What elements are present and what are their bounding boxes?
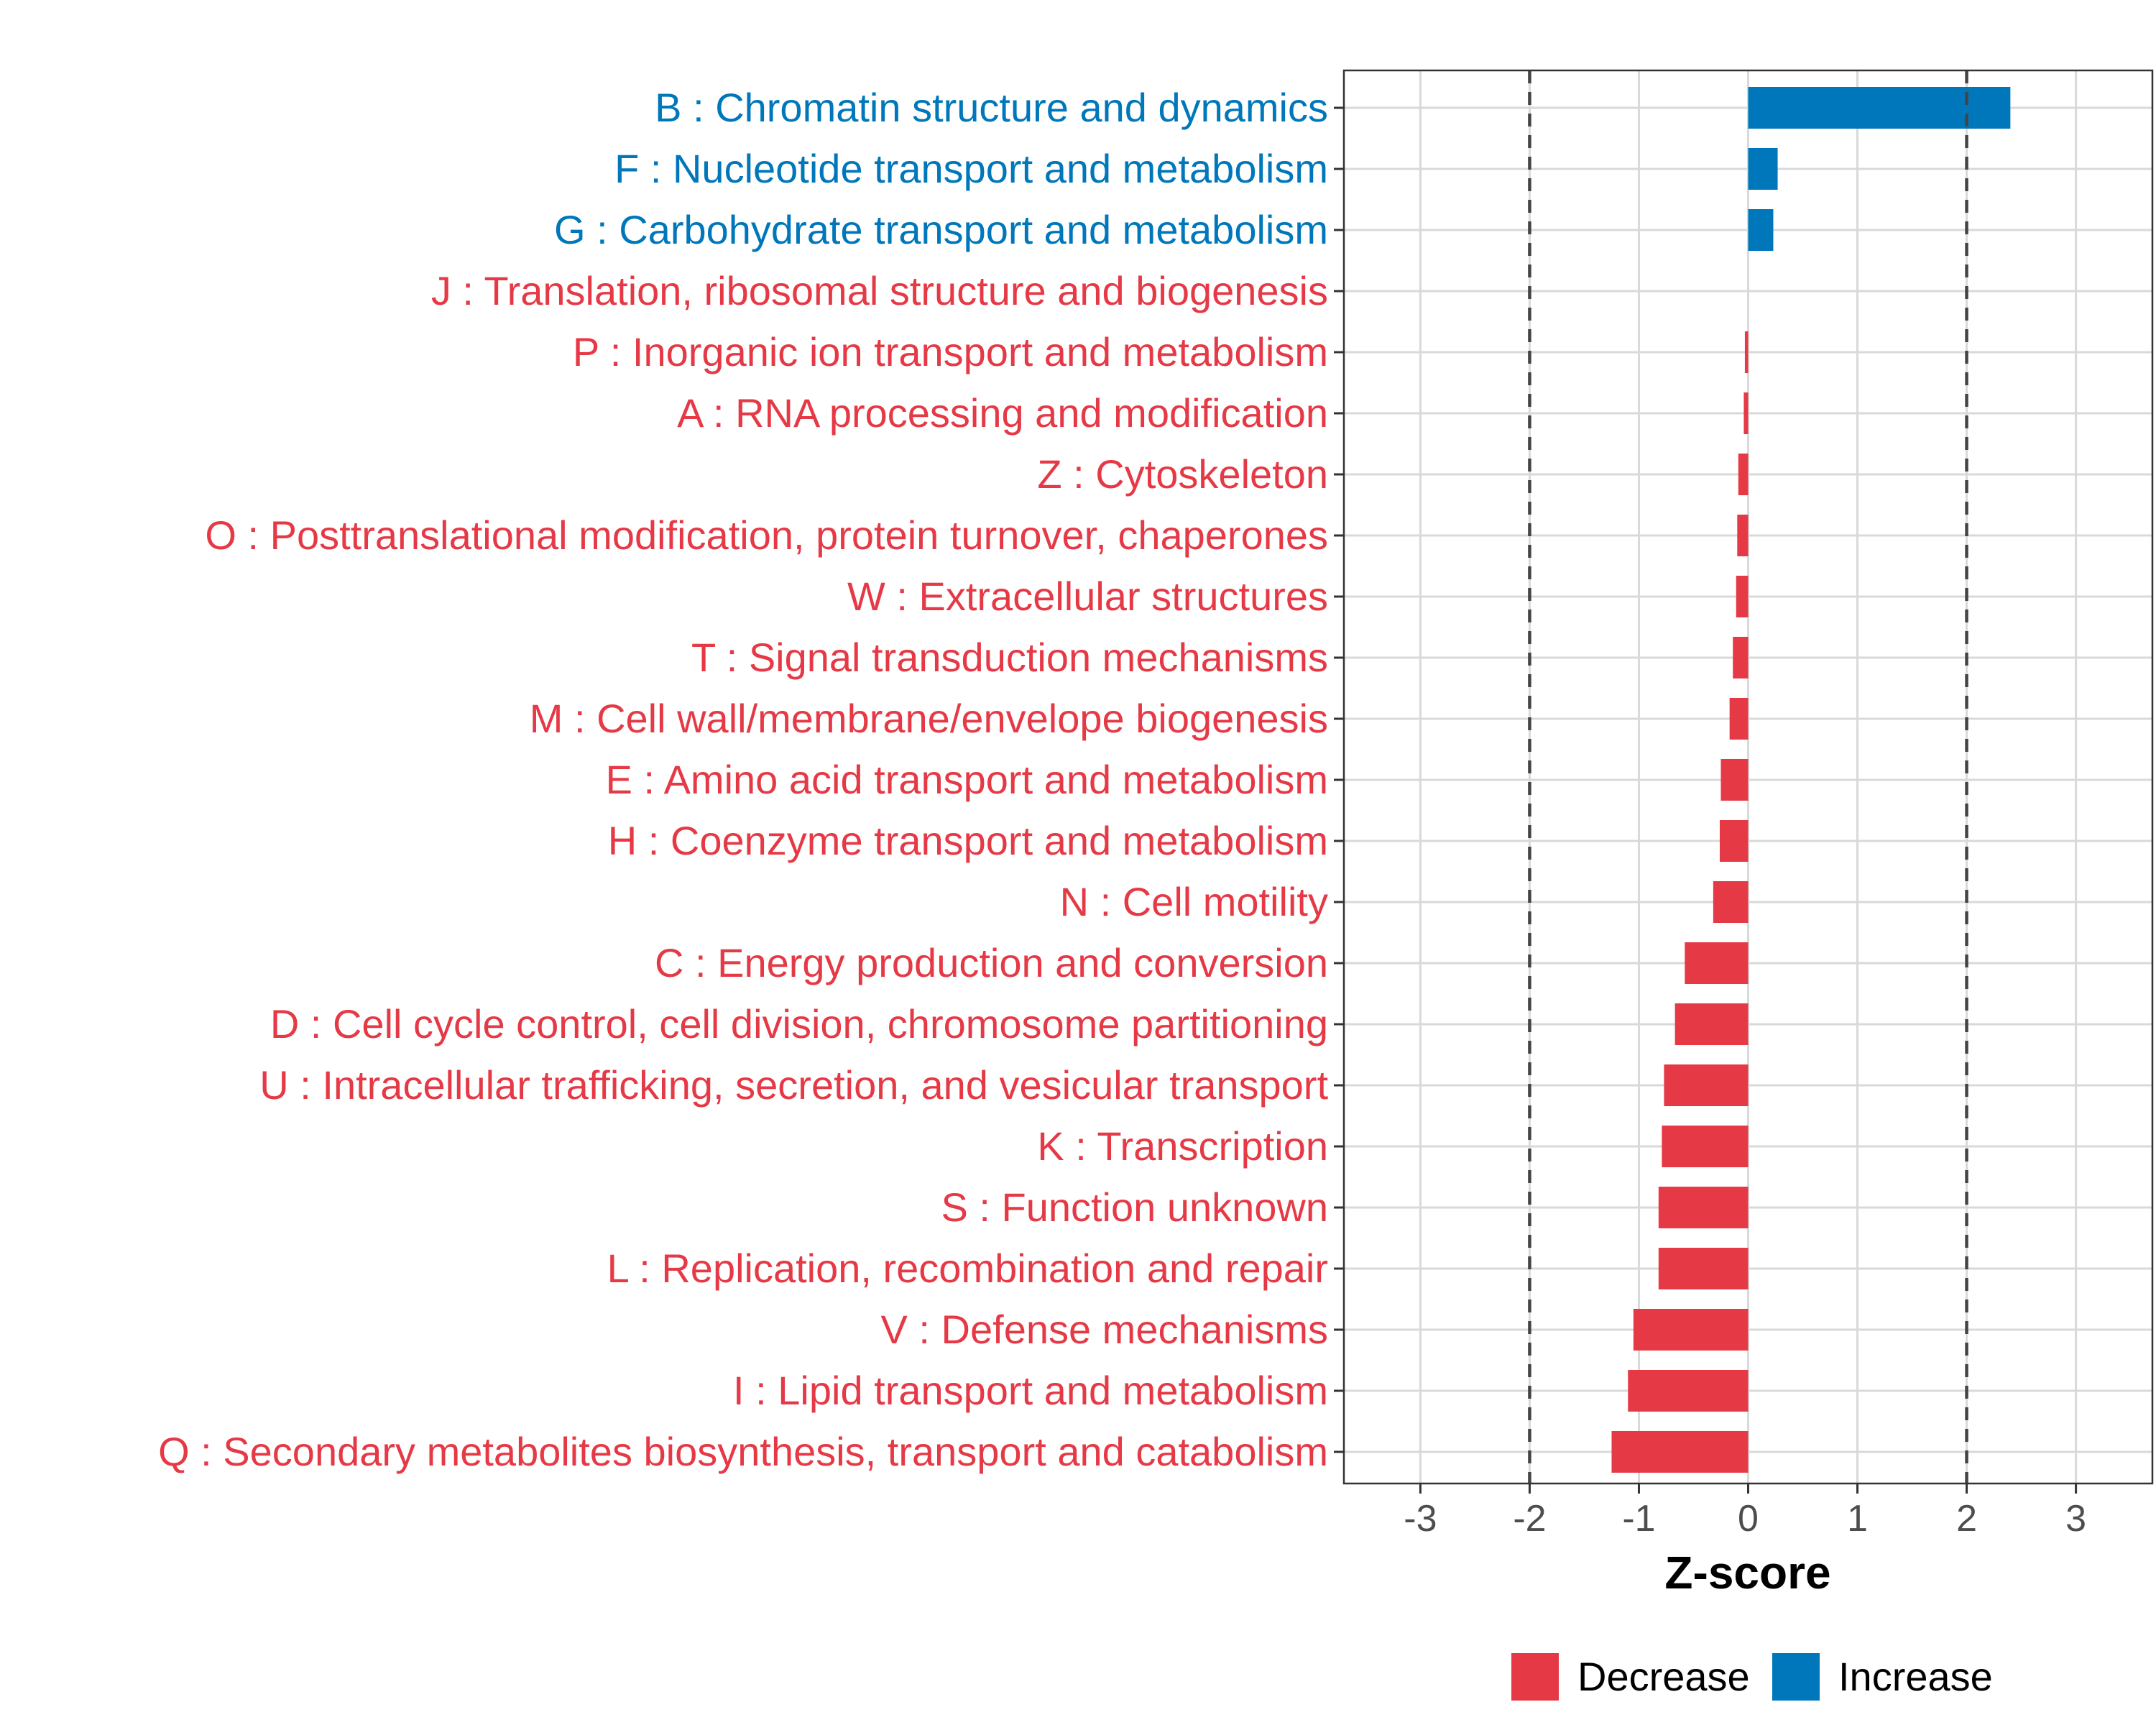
bar	[1664, 1064, 1749, 1106]
bars	[1611, 87, 2011, 1473]
category-label: C : Energy production and conversion	[655, 940, 1328, 985]
bar	[1733, 637, 1749, 678]
category-label: O : Posttranslational modification, prot…	[205, 512, 1328, 558]
category-label: J : Translation, ribosomal structure and…	[431, 268, 1328, 313]
category-label: A : RNA processing and modification	[677, 390, 1328, 436]
bar	[1737, 515, 1749, 556]
bar	[1744, 331, 1749, 373]
bar	[1748, 148, 1778, 190]
category-label: V : Defense mechanisms	[881, 1307, 1328, 1352]
x-tick-label: 0	[1738, 1498, 1759, 1540]
y-axis-category-labels: B : Chromatin structure and dynamics F : …	[158, 85, 1328, 1474]
category-label: I : Lipid transport and metabolism	[733, 1368, 1328, 1413]
bar	[1713, 881, 1749, 923]
category-label: E : Amino acid transport and metabolism	[606, 757, 1328, 802]
x-tick-label: 1	[1847, 1498, 1868, 1540]
x-tick-label: -2	[1513, 1498, 1546, 1540]
legend-swatch	[1772, 1653, 1820, 1701]
category-label: Q : Secondary metabolites biosynthesis, …	[158, 1429, 1328, 1474]
bar	[1748, 209, 1774, 251]
bar	[1633, 1309, 1749, 1351]
x-axis-ticks: -3 -2 -1 0 1 2 3	[1404, 1484, 2086, 1540]
bar	[1611, 1431, 1749, 1473]
category-label: T : Signal transduction mechanisms	[691, 635, 1328, 680]
category-label: P : Inorganic ion transport and metaboli…	[573, 329, 1328, 374]
category-label: S : Function unknown	[941, 1184, 1328, 1230]
x-tick-label: 3	[2065, 1498, 2086, 1540]
category-label: H : Coenzyme transport and metabolism	[608, 818, 1328, 863]
bar	[1719, 820, 1749, 862]
bar	[1658, 1187, 1749, 1228]
x-axis-title: Z-score	[1664, 1547, 1830, 1598]
category-label: F : Nucleotide transport and metabolism	[614, 146, 1328, 191]
x-tick-label: -3	[1404, 1498, 1437, 1540]
category-label: B : Chromatin structure and dynamics	[655, 85, 1328, 130]
bar	[1729, 698, 1749, 740]
bar	[1748, 87, 2011, 129]
category-label: U : Intracellular trafficking, secretion…	[259, 1062, 1328, 1108]
bar	[1720, 759, 1749, 801]
bar	[1736, 576, 1749, 617]
legend: Decrease Increase	[1511, 1653, 1993, 1701]
category-label: L : Replication, recombination and repai…	[607, 1246, 1328, 1291]
category-label: D : Cell cycle control, cell division, c…	[270, 1001, 1328, 1046]
bar	[1658, 1248, 1749, 1289]
legend-label: Decrease	[1577, 1654, 1750, 1699]
category-label: W : Extracellular structures	[847, 574, 1328, 619]
bar	[1674, 1003, 1749, 1045]
bar	[1662, 1126, 1749, 1167]
category-label: Z : Cytoskeleton	[1037, 451, 1328, 497]
legend-swatch	[1511, 1653, 1559, 1701]
bar	[1628, 1370, 1749, 1412]
bar	[1743, 392, 1749, 434]
y-axis-ticks	[1334, 106, 1344, 1453]
category-label: M : Cell wall/membrane/envelope biogenes…	[530, 696, 1328, 741]
category-label: K : Transcription	[1037, 1123, 1328, 1169]
legend-label: Increase	[1838, 1654, 1993, 1699]
x-tick-label: 2	[1956, 1498, 1977, 1540]
category-label: G : Carbohydrate transport and metabolis…	[554, 207, 1328, 252]
bar	[1685, 942, 1749, 984]
x-tick-label: -1	[1622, 1498, 1655, 1540]
category-label: N : Cell motility	[1060, 879, 1328, 924]
bar	[1738, 454, 1749, 495]
